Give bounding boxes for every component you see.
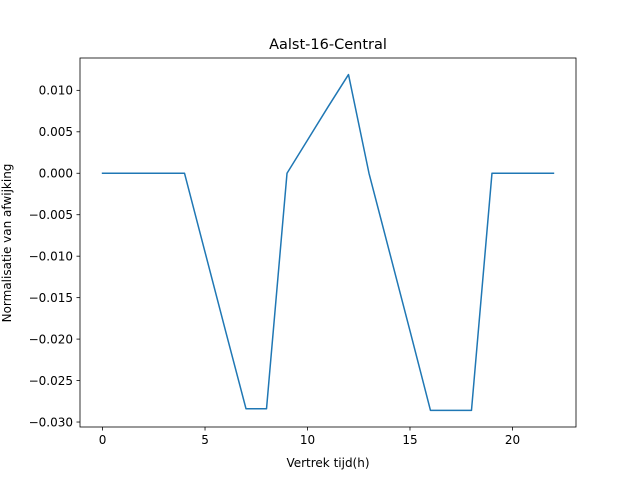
chart-title: Aalst-16-Central: [269, 37, 387, 53]
x-tick-label: 20: [505, 433, 520, 447]
y-tick-label: −0.005: [29, 208, 73, 222]
y-tick-label: 0.010: [39, 84, 73, 98]
series-line-0: [101, 73, 555, 412]
x-axis-title: Vertrek tijd(h): [286, 456, 369, 470]
y-tick-label: −0.030: [29, 415, 73, 429]
x-tick-label: 10: [300, 433, 315, 447]
y-tick-label: 0.005: [39, 125, 73, 139]
y-tick-label: −0.025: [29, 374, 73, 388]
y-tick-label: 0.000: [39, 167, 73, 181]
x-tick-label: 5: [201, 433, 209, 447]
y-tick-label: −0.015: [29, 291, 73, 305]
x-tick-label: 15: [402, 433, 417, 447]
plot-area: 0 5 10 15 20 −0.030 −0.025 −0.020 −0.015 −0.010 −0…: [29, 57, 577, 447]
x-tick-label: 0: [99, 433, 107, 447]
y-tick-label: −0.010: [29, 249, 73, 263]
y-axis-title: Normalisatie van afwijking: [0, 164, 14, 323]
axes-frame: [79, 57, 577, 428]
y-tick-label: −0.020: [29, 332, 73, 346]
